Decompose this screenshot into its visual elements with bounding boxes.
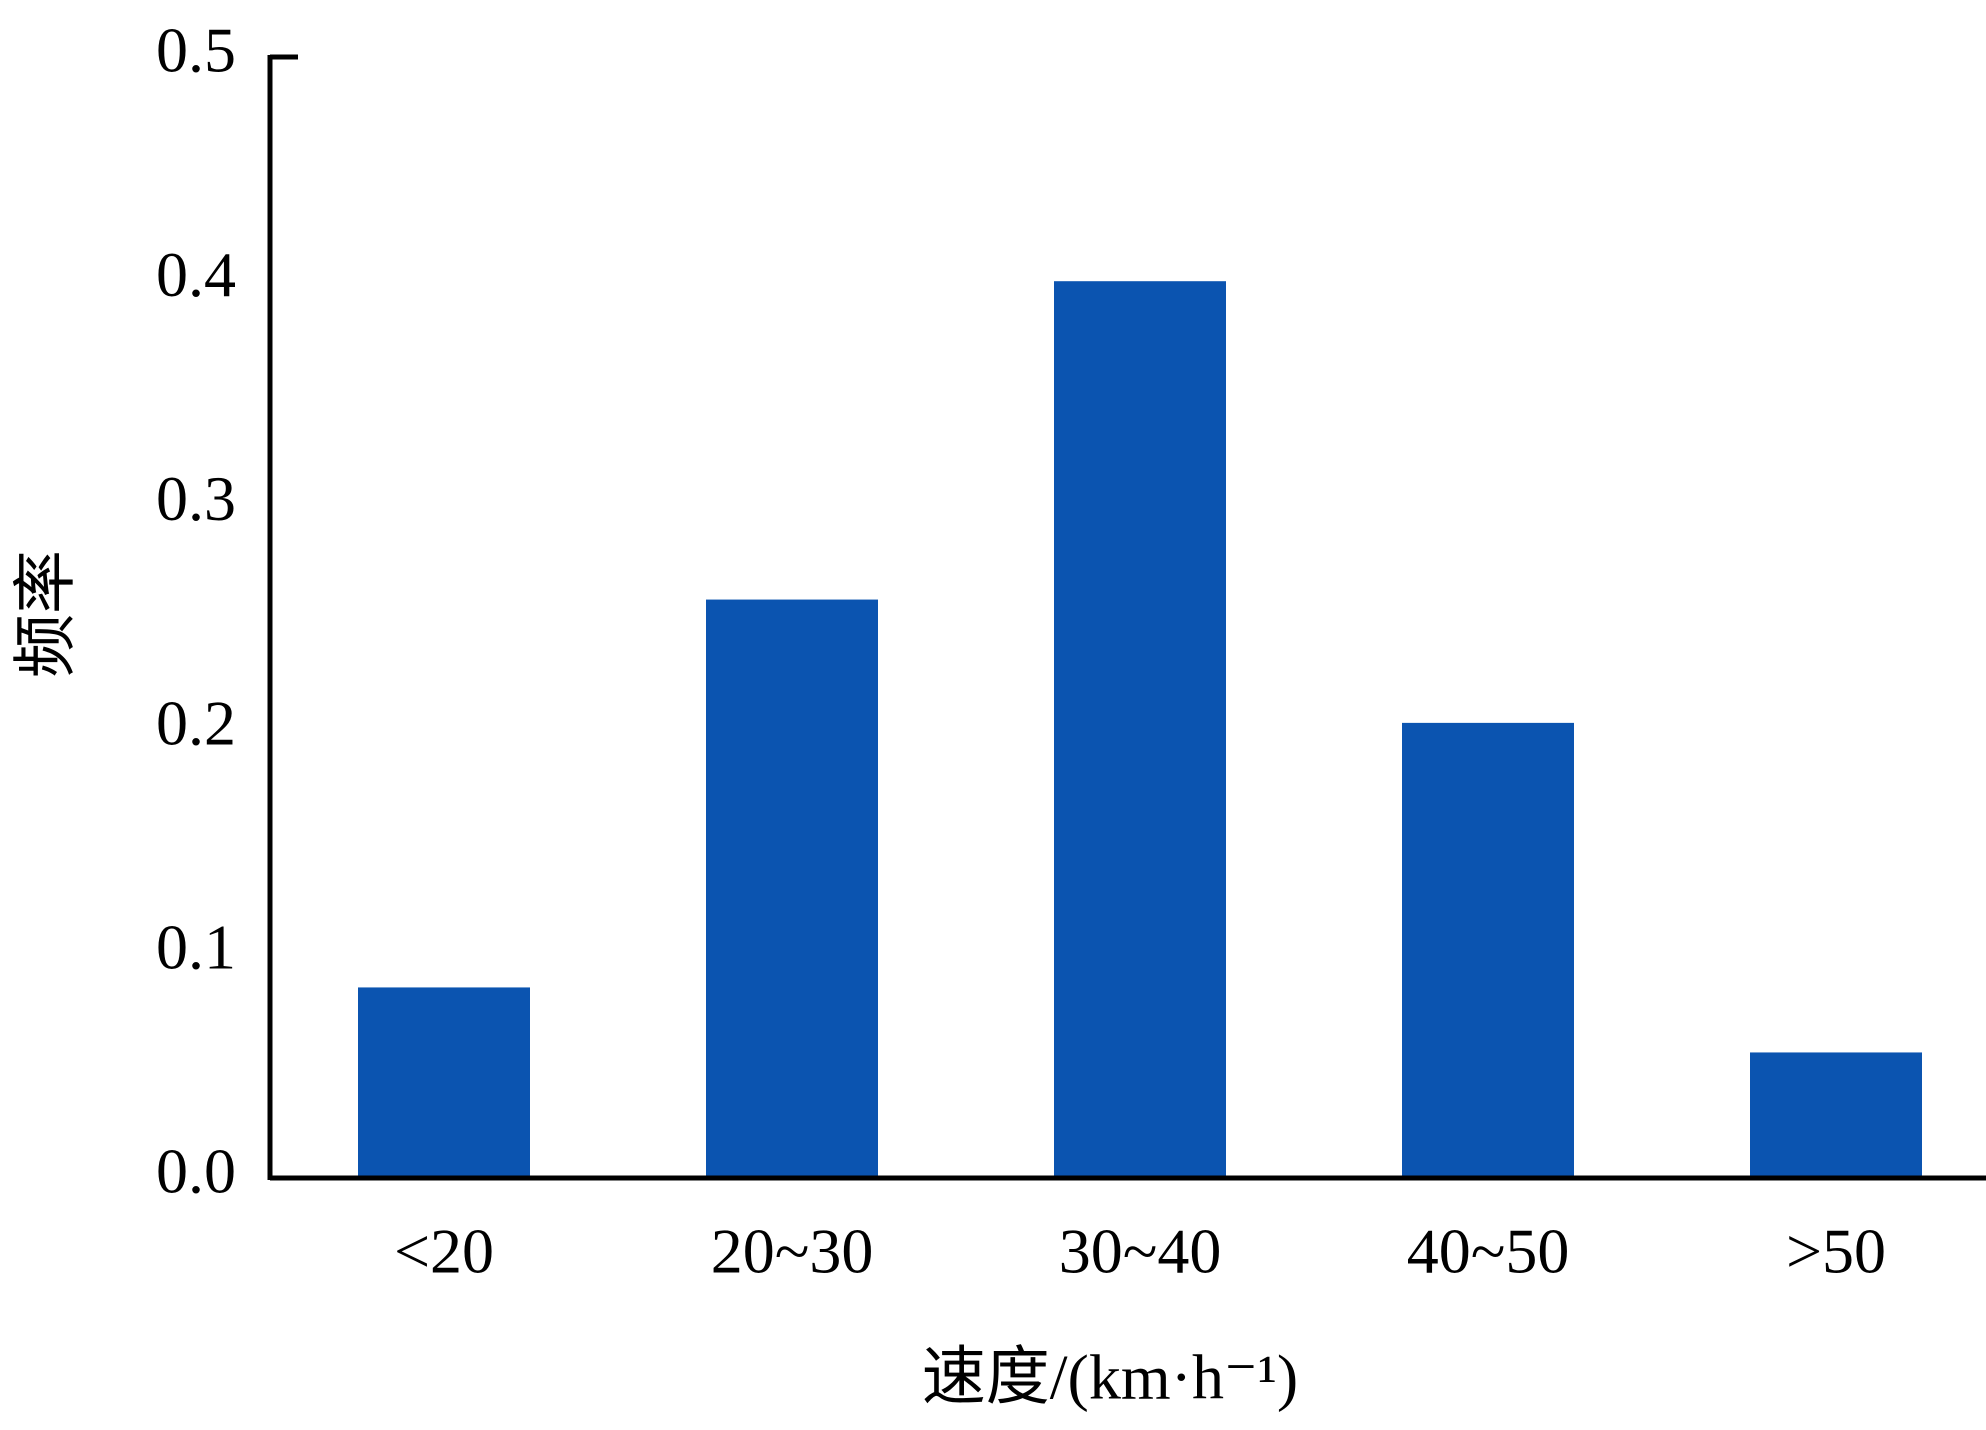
y-tick-label: 0.1 <box>156 911 236 982</box>
x-axis-title: 速度/(km·h⁻¹) <box>922 1342 1298 1413</box>
y-tick-label: 0.5 <box>156 15 236 86</box>
x-tick-label: 30~40 <box>1059 1216 1222 1287</box>
bar <box>706 599 878 1178</box>
x-tick-label: 20~30 <box>711 1216 874 1287</box>
x-tick-label: >50 <box>1786 1216 1886 1287</box>
y-tick-label: 0.0 <box>156 1136 236 1207</box>
y-tick-label: 0.3 <box>156 463 236 534</box>
bar <box>358 987 530 1178</box>
y-axis-title: 频率 <box>11 550 82 678</box>
y-tick-label: 0.2 <box>156 687 236 758</box>
bar <box>1054 281 1226 1178</box>
y-tick-label: 0.4 <box>156 239 236 310</box>
bar <box>1402 722 1574 1178</box>
x-tick-label: <20 <box>394 1216 494 1287</box>
bar <box>1750 1052 1922 1178</box>
x-tick-label: 40~50 <box>1407 1216 1570 1287</box>
